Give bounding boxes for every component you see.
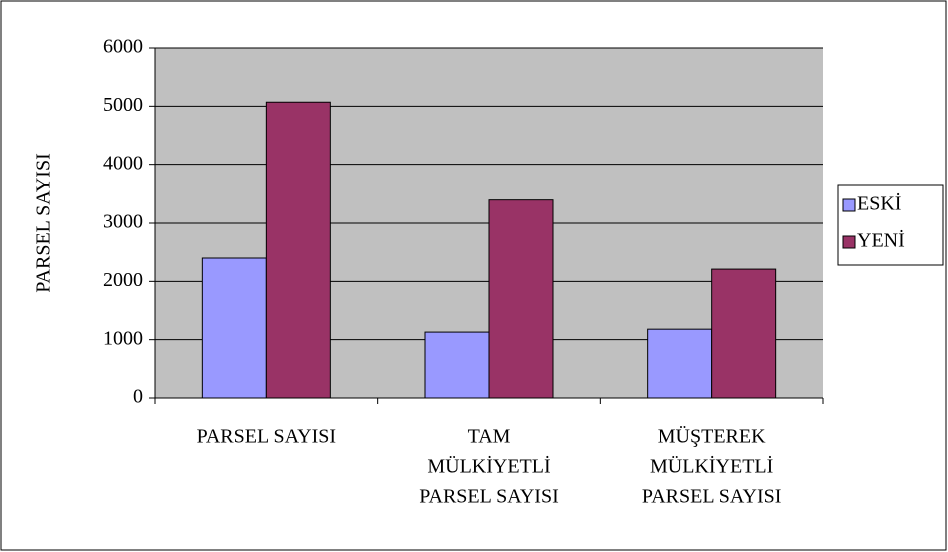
- y-tick-label: 5000: [103, 94, 143, 116]
- y-tick-label: 3000: [103, 211, 143, 233]
- bar: [647, 328, 713, 399]
- x-tick-label: TAM: [468, 426, 511, 448]
- y-tick-label: 1000: [103, 327, 143, 349]
- legend-box: [837, 184, 944, 266]
- y-tick-label: 6000: [103, 36, 143, 58]
- bar: [424, 331, 490, 399]
- y-axis-title: PARSEL SAYISI: [33, 153, 55, 293]
- x-tick-label: PARSEL SAYISI: [197, 426, 337, 448]
- y-tick-label: 4000: [103, 152, 143, 174]
- bar: [711, 268, 777, 399]
- legend-swatch: [842, 198, 856, 212]
- bar: [201, 257, 267, 399]
- x-tick-label: MÜŞTEREK: [658, 425, 766, 448]
- x-tick-label: PARSEL SAYISI: [419, 486, 559, 508]
- legend-swatch: [842, 235, 856, 249]
- bar: [265, 101, 331, 399]
- y-tick-label: 2000: [103, 269, 143, 291]
- x-tick-label: PARSEL SAYISI: [642, 486, 782, 508]
- bar: [488, 199, 554, 399]
- legend-label: ESKİ: [857, 192, 901, 215]
- x-tick-label: MÜLKİYETLİ: [650, 455, 773, 478]
- x-tick-label: MÜLKİYETLİ: [427, 455, 550, 478]
- y-tick-label: 0: [133, 386, 143, 408]
- legend-label: YENİ: [857, 229, 905, 252]
